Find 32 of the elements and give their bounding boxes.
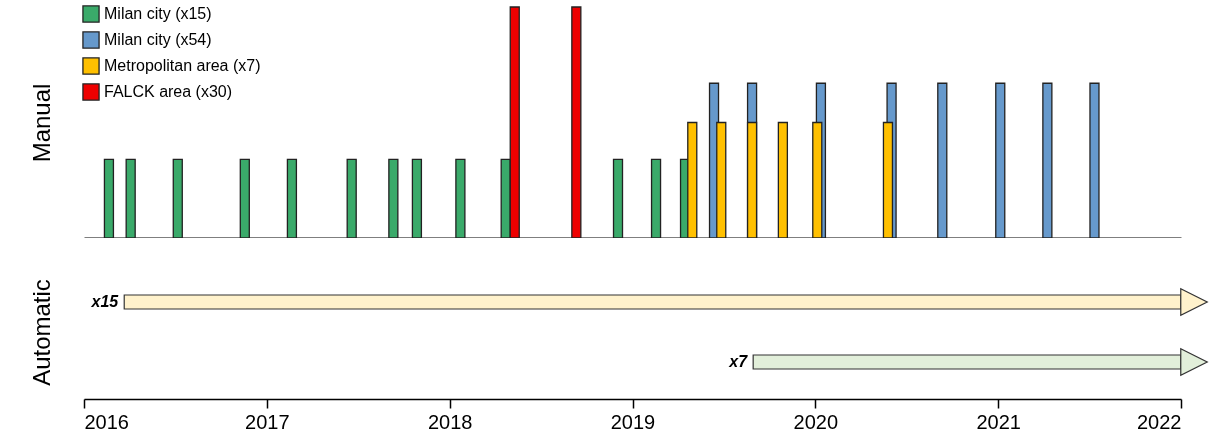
bar	[650, 158, 662, 238]
y-tick-label: x7	[728, 353, 749, 370]
bar	[346, 158, 357, 238]
bar	[571, 6, 582, 238]
x-tick-label: 2016	[84, 410, 129, 433]
x-tick-label: 2022	[1137, 410, 1182, 433]
legend-label: Metropolitan area (x7)	[104, 57, 261, 74]
bar	[777, 121, 789, 238]
bar	[455, 158, 466, 238]
bar	[286, 158, 298, 238]
bar	[995, 82, 1006, 238]
y-axis-title: Automatic	[27, 279, 55, 386]
x-tick-label: 2021	[976, 410, 1021, 433]
bar	[172, 158, 183, 238]
bar	[125, 158, 136, 238]
legend-label: Milan city (x54)	[104, 31, 212, 48]
bar	[1042, 82, 1053, 238]
x-tick-label: 2017	[245, 410, 290, 433]
bar	[239, 158, 250, 238]
x-tick-label: 2019	[610, 410, 656, 433]
bar	[937, 82, 948, 238]
x-tick-label: 2018	[427, 410, 473, 433]
bar	[612, 158, 624, 238]
x-tick-label: 2020	[793, 410, 839, 433]
bar	[1089, 82, 1100, 238]
bar	[411, 158, 423, 238]
y-axis-title: Manual	[27, 83, 55, 163]
bar	[388, 158, 399, 238]
y-tick-label: x15	[90, 293, 120, 310]
bar	[103, 158, 115, 238]
legend-label: FALCK area (x30)	[104, 83, 233, 100]
legend-label: Milan city (x15)	[104, 5, 212, 22]
